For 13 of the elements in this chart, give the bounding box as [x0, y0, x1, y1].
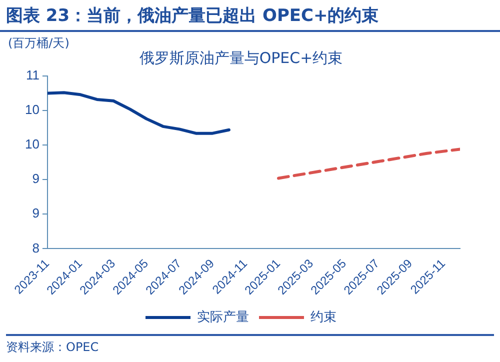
y-tick-label: 10 [24, 102, 40, 118]
y-axis-title: (百万桶/天) [8, 36, 70, 50]
y-tick-label: 9 [32, 206, 40, 221]
y-tick-label: 9 [32, 171, 40, 186]
y-tick-label: 11 [26, 68, 40, 83]
chart-subtitle: 俄罗斯原油产量与OPEC+约束 [139, 48, 343, 67]
chart-title: 图表 23：当前，俄油产量已超出 OPEC+的约束 [0, 0, 500, 32]
text: 资料来源：OPEC [6, 334, 494, 356]
y-tick-label: 10 [24, 136, 40, 152]
line-series [276, 148, 460, 180]
legend-label: 实际产量 [197, 310, 249, 325]
legend-label: 约束 [310, 310, 336, 325]
y-tick-label: 8 [32, 240, 40, 256]
